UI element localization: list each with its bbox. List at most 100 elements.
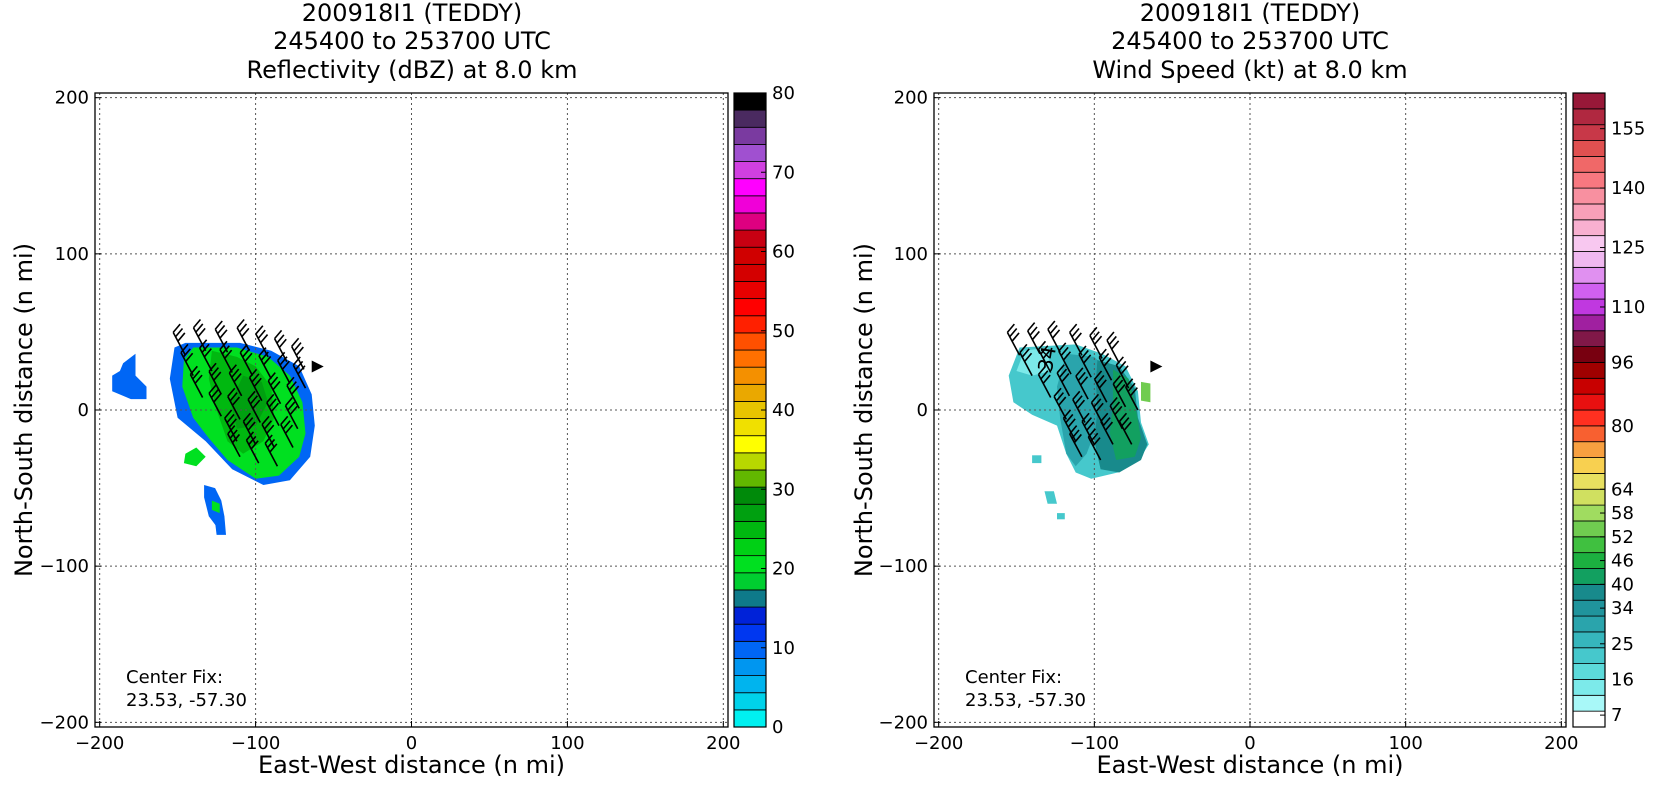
colorbar-segment (1572, 203, 1606, 221)
wind-barb-feather (1083, 354, 1092, 364)
wind-barb (1118, 412, 1133, 445)
y-tick-label: 100 (894, 244, 928, 265)
colorbar-segment (733, 229, 767, 248)
colorbar-segment (733, 263, 767, 282)
wind-barb (1109, 397, 1124, 430)
colorbar-tick-label: 96 (1611, 352, 1634, 373)
y-tick-label: −100 (40, 556, 89, 577)
chart-title-line: Wind Speed (kt) at 8.0 km (1092, 56, 1407, 84)
colorbar-segment (1572, 362, 1606, 379)
wind-barb-feather (281, 360, 290, 370)
wind-barb (247, 390, 262, 423)
wind-barb-feather (257, 329, 266, 339)
wind-barb-feather (269, 443, 278, 453)
wind-barb-feather (277, 351, 286, 362)
wind-barb-feather (226, 413, 235, 424)
colorbar-segment (733, 383, 767, 402)
colorbar-segment (1572, 377, 1606, 395)
wind-barb (1068, 425, 1083, 458)
colorbar-segment (733, 246, 767, 265)
x-tick-label: 200 (706, 733, 740, 754)
wind-barb-feather (268, 398, 277, 408)
wind-barb-feather (1095, 402, 1104, 412)
wind-barb-feather (1061, 373, 1070, 383)
wind-barb-feather (1073, 433, 1082, 444)
colorbar-segment (1572, 282, 1606, 300)
colorbar-segment (1572, 520, 1606, 538)
wind-barb-feather (1111, 401, 1121, 411)
colorbar-frame (1572, 92, 1606, 728)
wind-barb-feather (229, 429, 238, 439)
colorbar-segment (733, 538, 767, 557)
wind-barb-feather (248, 435, 257, 446)
wind-barb (1058, 342, 1072, 375)
colorbar-tick-label: 125 (1611, 238, 1645, 259)
wind-barb (1078, 345, 1092, 378)
wind-barb-feather (1009, 328, 1018, 338)
y-tick-label: −200 (40, 712, 89, 733)
wind-barb-feather (210, 367, 220, 377)
colorbar-tick-label: 10 (772, 638, 795, 659)
wind-barb-feather (219, 329, 228, 339)
wind-barb-feather (217, 324, 226, 335)
wind-barb-feather (227, 387, 236, 397)
wind-barb-feather (1089, 326, 1098, 337)
wind-barb-feather (288, 381, 297, 391)
wind-barb (1112, 375, 1127, 408)
wind-barb-feather (1093, 335, 1103, 345)
colorbar-segment (1572, 583, 1606, 601)
colorbar-segment (733, 589, 767, 608)
colorbar-segment (733, 195, 767, 214)
wind-barb (1006, 323, 1021, 356)
colorbar-tick-label: 110 (1611, 297, 1645, 318)
wind-barb-feather (1081, 412, 1090, 422)
wind-barb-feather (1006, 323, 1015, 333)
wind-barb-feather (1062, 351, 1072, 361)
chart-title-line: Reflectivity (dBZ) at 8.0 km (247, 56, 578, 84)
y-tick-label: 100 (55, 244, 89, 265)
colorbar-segment (733, 212, 767, 231)
wind-barb-feather (1049, 324, 1058, 335)
x-tick-label: −100 (1070, 733, 1119, 754)
wind-barb (172, 323, 187, 356)
x-axis-label: East-West distance (n mi) (1096, 751, 1403, 779)
wind-barb-feather (259, 334, 269, 344)
wind-barb (266, 393, 280, 426)
wind-barb-feather (1103, 357, 1112, 367)
wind-barb-feather (1027, 322, 1036, 332)
wind-barb-feather (295, 346, 304, 356)
wind-barb-feather (229, 392, 238, 402)
wind-barb (245, 431, 260, 464)
colorbar-segment (733, 144, 767, 162)
echo-patch (1044, 491, 1057, 504)
wind-barb (1093, 370, 1108, 403)
wind-barb-feather (247, 421, 256, 431)
wind-barb-feather (276, 334, 285, 344)
wind-barb-feather (182, 348, 191, 358)
wind-barb-feather (1078, 345, 1087, 355)
wind-barb-feather (1093, 398, 1102, 408)
wind-barb (228, 364, 243, 397)
wind-barb-feather (1115, 379, 1124, 389)
wind-barb-feather (195, 323, 204, 333)
wind-barb (239, 343, 254, 376)
wind-barb-feather (1011, 332, 1020, 342)
colorbar-segment (1572, 171, 1606, 189)
wind-barb-feather (273, 329, 283, 340)
colorbar-tick-label: 50 (772, 321, 795, 342)
colorbar-segment (1572, 425, 1606, 443)
colorbar-segment (733, 435, 767, 454)
wind-barb-feather (1100, 412, 1109, 422)
wind-barb-feather (1069, 323, 1078, 333)
wind-barb-feather (1067, 418, 1076, 428)
wind-barb-feather (284, 424, 294, 434)
colorbar-segment (733, 520, 767, 539)
wind-barb-feather (1065, 413, 1074, 424)
wind-barb (267, 372, 282, 405)
x-axis-label: East-West distance (n mi) (258, 751, 565, 779)
wind-barb (189, 365, 204, 398)
wind-barb (258, 347, 272, 380)
wind-barb-feather (245, 431, 255, 441)
wind-barb-feather (270, 402, 280, 412)
